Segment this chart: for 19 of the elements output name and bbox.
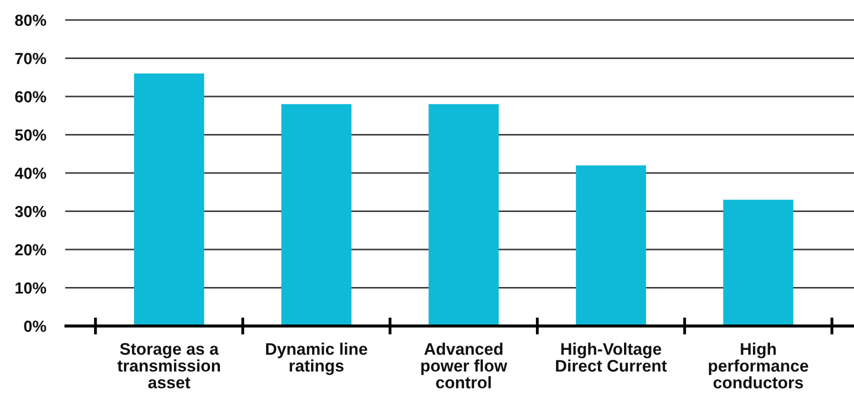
x-tick-label: Storage as a transmission asset [117,343,220,388]
y-tick-label: 80% [15,14,46,26]
x-tick-label: Advanced power flow control [421,342,508,388]
y-tick-label: 70% [15,52,46,64]
y-tick-label: 40% [14,168,46,179]
bar [281,104,352,326]
y-tick-label: 50% [15,129,46,141]
bar [134,74,204,326]
x-tick-label: High-Voltage Direct Current [556,342,667,372]
y-tick-label: 10% [16,282,46,294]
y-tick-label: 30% [14,206,46,218]
x-tick-label: High performance conductors [708,342,808,388]
x-tick-label: Dynamic line ratings [266,342,368,376]
bar [723,200,794,326]
y-tick-label: 0% [24,320,46,332]
y-tick-label: 20% [15,244,46,256]
bar [428,104,499,326]
bar [576,165,646,326]
y-tick-label: 60% [15,91,46,102]
